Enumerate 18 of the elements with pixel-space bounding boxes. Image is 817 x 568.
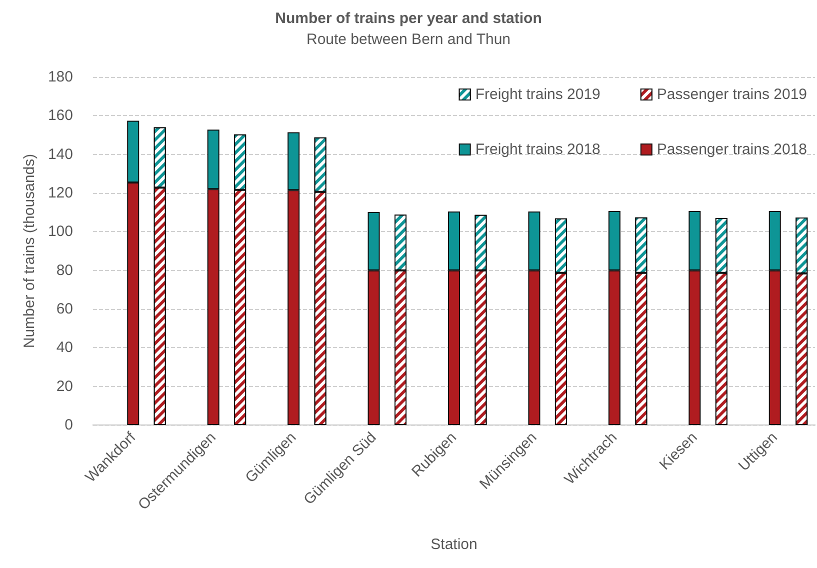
- y-tick-label: 100: [48, 223, 73, 240]
- y-tick-label: 180: [48, 68, 73, 86]
- y-tick-label: 160: [48, 107, 73, 124]
- x-axis-title: Station: [430, 536, 478, 553]
- y-tick-label: 0: [64, 416, 73, 434]
- y-axis-title: Number of trains (thousands): [21, 154, 38, 348]
- y-tick-label: 60: [56, 300, 73, 318]
- legend-label: Freight trains 2019: [475, 86, 600, 103]
- chart-title: Number of trains per year and station: [275, 10, 542, 27]
- y-tick-label: 40: [56, 339, 73, 356]
- y-tick-label: 20: [56, 378, 73, 395]
- legend-label: Passenger trains 2018: [656, 141, 808, 158]
- y-tick-label: 140: [48, 146, 73, 163]
- y-tick-label: 80: [56, 262, 73, 279]
- legend-label: Freight trains 2018: [475, 141, 600, 158]
- legend-label: Passenger trains 2019: [656, 86, 808, 103]
- chart-subtitle: Route between Bern and Thun: [306, 31, 511, 48]
- y-tick-label: 120: [48, 184, 73, 202]
